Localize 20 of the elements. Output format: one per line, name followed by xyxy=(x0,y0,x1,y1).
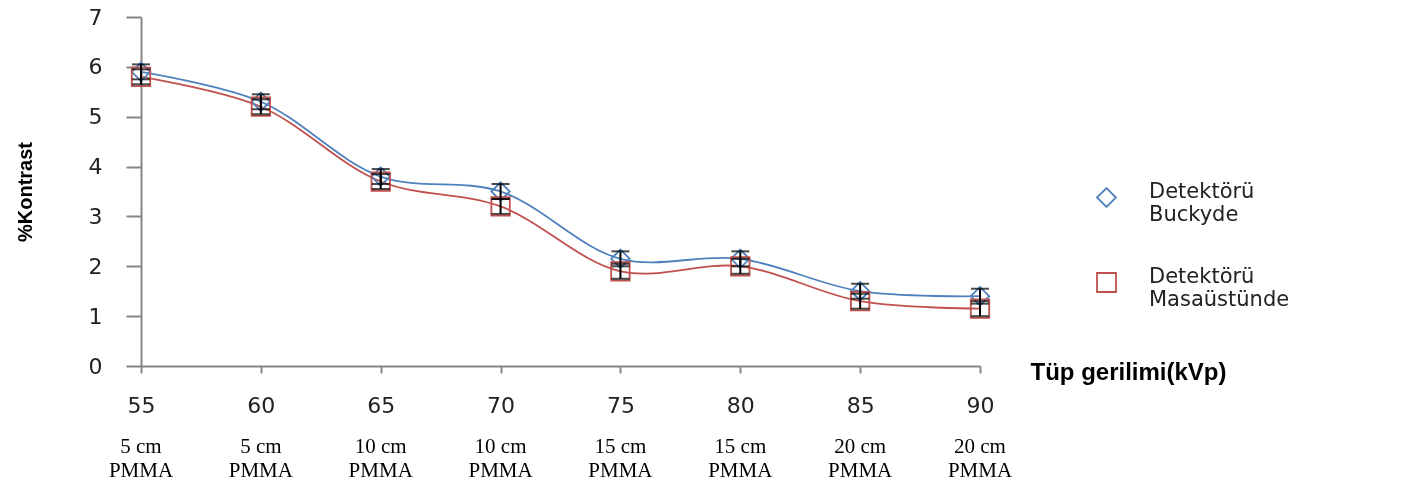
y-tick-label: 4 xyxy=(88,154,103,180)
y-tick-label: 3 xyxy=(88,203,103,229)
category-label: 90 20 cm PMMA xyxy=(947,392,1013,481)
y-tick-label: 6 xyxy=(88,54,103,80)
y-tick-label: 2 xyxy=(88,253,103,279)
category-label: 60 5 cm PMMA xyxy=(228,392,293,481)
category-label: 80 15 cm PMMA xyxy=(708,392,773,481)
category-label: 70 10 cm PMMA xyxy=(468,392,533,481)
category-label: 75 15 cm PMMA xyxy=(588,392,653,481)
y-tick-label: 7 xyxy=(88,4,103,30)
legend-label: Detektörü Buckyde xyxy=(1149,178,1255,226)
y-tick-label: 0 xyxy=(88,353,103,379)
y-tick-label: 5 xyxy=(88,104,103,130)
category-label: 65 10 cm PMMA xyxy=(348,392,413,481)
y-tick-label: 1 xyxy=(88,303,103,329)
category-label: 85 20 cm PMMA xyxy=(828,392,893,481)
category-label: 55 5 cm PMMA xyxy=(108,392,174,481)
x-axis-title: Tüp gerilimi(kVp) xyxy=(1030,357,1227,385)
legend-label: Detektörü Masaüstünde xyxy=(1149,263,1290,311)
y-axis-title: %Kontrast xyxy=(13,141,36,243)
